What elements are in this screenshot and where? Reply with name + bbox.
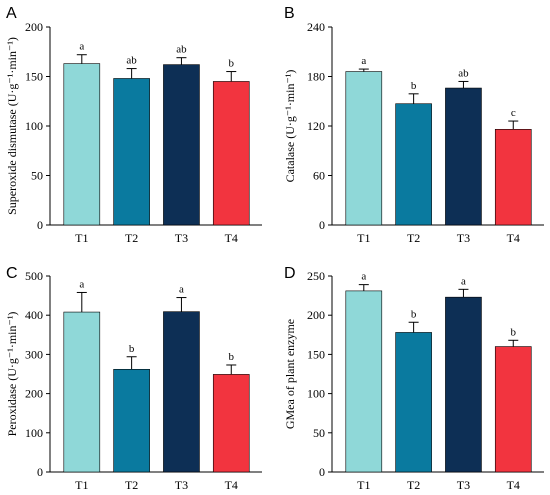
bar-T1 (345, 71, 383, 226)
x-tick-label: T2 (407, 231, 420, 245)
x-tick-label: T1 (75, 231, 88, 245)
y-tick-label: 100 (25, 426, 43, 440)
y-tick-label: 0 (319, 465, 325, 479)
y-tick-label: 150 (307, 347, 325, 361)
significance-letter: a (179, 284, 184, 296)
y-tick-label: 400 (25, 308, 43, 322)
panel-label: A (6, 5, 17, 22)
x-tick-label: T4 (507, 231, 520, 245)
y-tick-label: 180 (307, 70, 325, 84)
bar-T4 (494, 346, 532, 473)
y-tick-label: 120 (307, 119, 325, 133)
panel-B: B 0 60 120 180 240 Catalase (U·g⁻¹·min⁻¹) a T1 b T… (283, 5, 544, 245)
y-tick-label: 250 (307, 269, 325, 283)
y-tick-label: 200 (25, 20, 43, 34)
bar-T4 (212, 81, 250, 226)
bar-T4 (494, 129, 532, 226)
significance-letter: ab (458, 67, 469, 79)
x-tick-label: T3 (175, 231, 188, 245)
y-tick-label: 240 (307, 20, 325, 34)
panel-label: C (6, 265, 18, 282)
significance-letter: b (129, 343, 135, 355)
y-tick-label: 50 (313, 426, 325, 440)
significance-letter: b (229, 58, 235, 70)
significance-letter: a (79, 41, 84, 53)
x-tick-label: T3 (175, 478, 188, 492)
bar-T1 (63, 311, 101, 473)
bar-T1 (345, 290, 383, 473)
y-tick-label: 200 (25, 387, 43, 401)
y-tick-label: 150 (25, 70, 43, 84)
y-tick-label: 50 (31, 169, 43, 183)
significance-letter: b (411, 80, 417, 92)
x-tick-label: T2 (125, 231, 138, 245)
panel-A: A 0 50 100 150 200 Superoxide dismutase (U·g⁻¹… (5, 5, 262, 245)
y-tick-label: 60 (313, 169, 325, 183)
x-tick-label: T2 (125, 478, 138, 492)
panel-label: D (284, 265, 296, 282)
y-axis-title: Superoxide dismutase (U·g⁻¹·min⁻¹) (5, 37, 19, 215)
bar-T1 (63, 63, 101, 226)
x-tick-label: T1 (75, 478, 88, 492)
x-tick-label: T3 (457, 231, 470, 245)
significance-letter: b (511, 326, 517, 338)
significance-letter: ab (126, 55, 137, 67)
bar-T3 (163, 311, 200, 473)
y-axis-title: Peroxidase (U·g⁻¹·min⁻¹) (5, 312, 19, 437)
y-axis-title: Catalase (U·g⁻¹·min⁻¹) (283, 70, 297, 183)
significance-letter: a (79, 278, 84, 290)
y-tick-label: 300 (25, 347, 43, 361)
x-tick-label: T4 (507, 478, 520, 492)
x-tick-label: T1 (357, 478, 370, 492)
x-tick-label: T1 (357, 231, 370, 245)
bar-T4 (212, 374, 250, 473)
y-tick-label: 500 (25, 269, 43, 283)
significance-letter: c (511, 107, 516, 119)
bar-T2 (113, 78, 150, 226)
panel-label: B (284, 5, 295, 22)
significance-letter: a (361, 271, 366, 283)
bar-T2 (113, 368, 150, 473)
bar-T2 (395, 332, 432, 473)
bar-T3 (163, 64, 200, 226)
x-tick-label: T2 (407, 478, 420, 492)
bar-T2 (395, 103, 432, 226)
x-tick-label: T4 (225, 231, 238, 245)
y-axis-title: GMea of plant enzyme (283, 319, 297, 429)
y-tick-label: 0 (37, 465, 43, 479)
significance-letter: ab (176, 44, 187, 56)
significance-letter: b (411, 308, 417, 320)
y-tick-label: 0 (319, 218, 325, 232)
bar-T3 (445, 87, 482, 226)
panel-C: C 0 100 200 300 400 500 Peroxidase (U·g⁻¹·min⁻¹… (5, 265, 262, 492)
y-tick-label: 200 (307, 308, 325, 322)
bar-T3 (445, 296, 482, 473)
x-tick-label: T4 (225, 478, 238, 492)
significance-letter: a (361, 55, 366, 67)
x-tick-label: T3 (457, 478, 470, 492)
panel-D: D 0 50 100 150 200 250 GMea of plant enzyme a T1 b… (283, 265, 544, 492)
y-tick-label: 100 (25, 119, 43, 133)
y-tick-label: 100 (307, 387, 325, 401)
significance-letter: a (461, 275, 466, 287)
significance-letter: b (229, 351, 235, 363)
y-tick-label: 0 (37, 218, 43, 232)
